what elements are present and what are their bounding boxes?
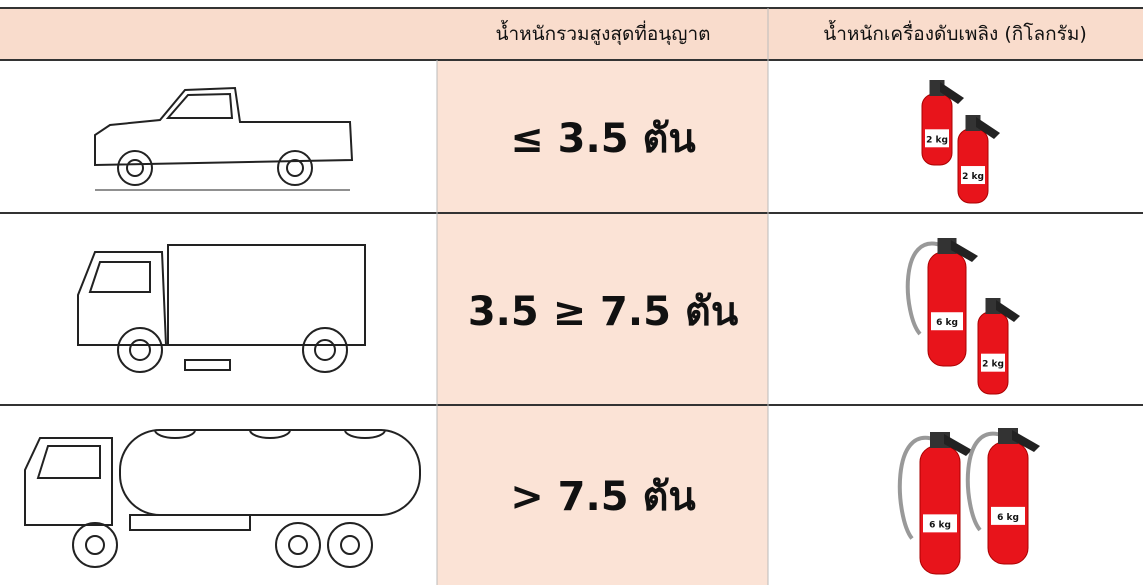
extinguisher-label-bg (925, 129, 949, 148)
extinguisher-body (987, 441, 1029, 565)
table-lines (0, 7, 1143, 585)
extinguisher-label-bg (961, 166, 985, 185)
hose (905, 241, 944, 336)
extinguisher-label-bg (991, 506, 1025, 525)
hose (965, 431, 1005, 532)
extinguisher-handle (1012, 430, 1040, 452)
header-cell: น้ำหนักรวมสูงสุดที่อนุญาต (495, 20, 710, 46)
hose (897, 435, 937, 540)
extinguisher-body (919, 445, 961, 575)
extinguisher-handle (996, 300, 1020, 322)
extinguisher-body (977, 311, 1009, 395)
extinguisher-label: 2 kg (982, 360, 1004, 370)
extinguisher-label: 6 kg (936, 318, 958, 328)
extinguisher-handle (944, 434, 972, 456)
extinguisher-body (957, 128, 989, 204)
extinguisher-label-bg (923, 514, 957, 533)
pickup-truck (94, 86, 354, 191)
extinguisher-handle (950, 240, 978, 262)
extinguisher-label: 6 kg (929, 520, 951, 530)
weight-column (437, 60, 768, 585)
extinguisher-body (927, 251, 967, 367)
extinguisher-handle (976, 117, 1000, 139)
box-truck (77, 244, 366, 373)
weight-text: > 7.5 ตัน (510, 474, 696, 520)
header-cell: น้ำหนักเครื่องดับเพลิง (กิโลกรัม) (823, 20, 1087, 45)
weight-text: 3.5 ≥ 7.5 ตัน (468, 289, 738, 335)
weight-text: ≤ 3.5 ตัน (510, 116, 696, 162)
extinguisher-label-bg (931, 312, 963, 331)
extinguisher-label: 2 kg (926, 135, 948, 145)
extinguisher-label: 6 kg (997, 513, 1019, 523)
extinguisher-label-bg (981, 353, 1005, 372)
tanker-truck (24, 429, 421, 568)
extinguisher-handle (940, 82, 964, 104)
extinguisher-label: 2 kg (962, 172, 984, 182)
header-band (0, 8, 1143, 60)
